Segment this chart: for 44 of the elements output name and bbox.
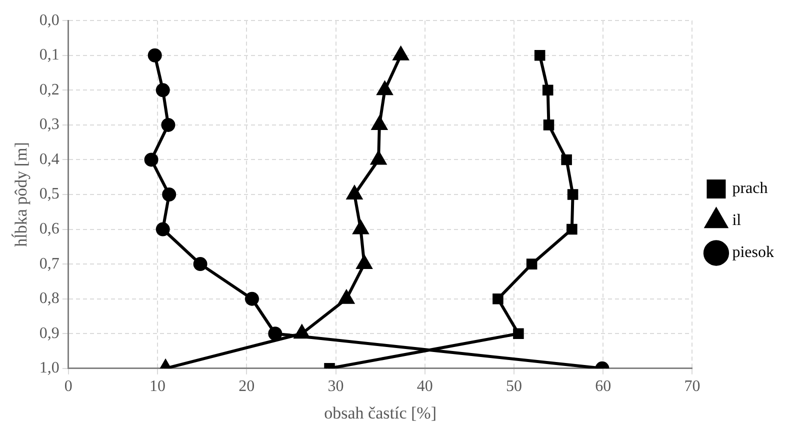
point	[526, 258, 538, 270]
y-tick-label: 0,2	[39, 81, 60, 98]
point	[193, 257, 208, 272]
x-tick-label: 0	[64, 378, 72, 396]
legend-label: piesok	[732, 244, 774, 262]
x-axis-title: obsah častíc [%]	[324, 403, 436, 422]
x-tick-label: 70	[684, 378, 700, 396]
point	[561, 154, 572, 166]
point	[567, 189, 578, 200]
y-tick-label: 0,3	[39, 116, 60, 134]
y-tick-label: 0,6	[39, 220, 60, 238]
point	[156, 83, 170, 98]
point	[162, 188, 176, 202]
y-axis-title: hĺbka pôdy [m]	[12, 142, 31, 247]
x-tick-label: 40	[416, 378, 433, 396]
point	[144, 152, 158, 167]
y-tick-label: 1,0	[39, 360, 60, 377]
point	[542, 84, 554, 96]
point	[268, 326, 282, 341]
y-tick-label: 0,8	[39, 290, 60, 308]
x-tick-label: 10	[150, 378, 166, 396]
point	[566, 224, 578, 235]
point	[148, 48, 162, 62]
x-tick-label: 20	[238, 378, 255, 396]
y-tick-label: 0,4	[39, 150, 60, 168]
point	[356, 256, 372, 270]
point	[492, 293, 504, 304]
y-tick-label: 0,5	[39, 186, 60, 203]
y-tick-label: 0,7	[39, 255, 60, 272]
point	[244, 292, 259, 306]
point	[543, 120, 554, 130]
point	[534, 50, 546, 61]
point	[161, 118, 176, 132]
y-tick-label: 0,0	[39, 12, 60, 29]
legend-label: il	[732, 212, 742, 230]
y-tick-label: 0,1	[39, 46, 60, 64]
point	[294, 325, 310, 339]
point	[513, 328, 524, 340]
x-tick-label: 50	[506, 378, 522, 396]
point	[156, 222, 170, 236]
x-tick-label: 30	[328, 378, 344, 396]
x-tick-label: 60	[595, 378, 612, 396]
legend-label: prach	[732, 180, 768, 198]
y-tick-label: 0,9	[39, 324, 60, 342]
